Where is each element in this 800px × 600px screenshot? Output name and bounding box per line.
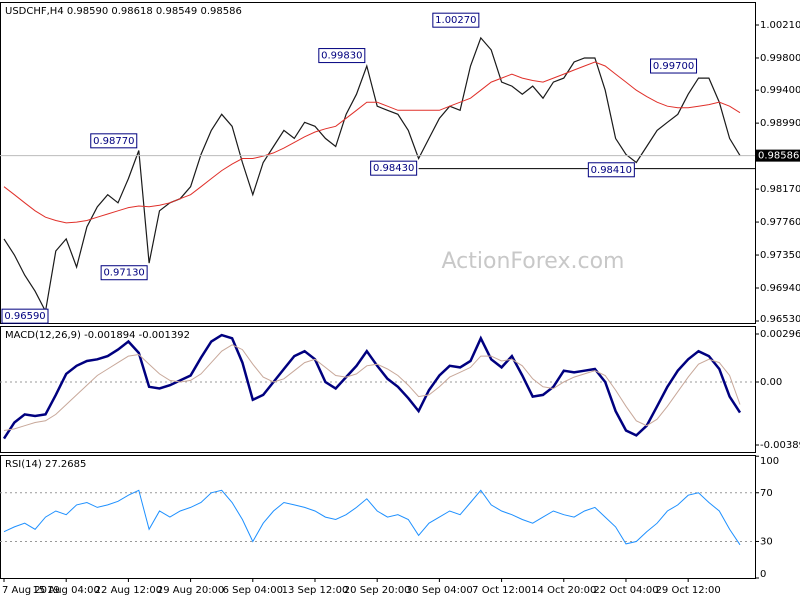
x-tick-label: 22 Oct 04:00 bbox=[593, 585, 658, 596]
annotation-box bbox=[318, 48, 366, 64]
y-tick-label: 0.96530 bbox=[760, 314, 800, 325]
annotation-label: 0.99830 bbox=[321, 51, 362, 62]
annotation-label: 0.96590 bbox=[4, 311, 45, 322]
panel-frame bbox=[0, 326, 756, 453]
y-tick-label: 100 bbox=[760, 456, 779, 467]
y-tick-label: 0.98170 bbox=[760, 184, 800, 195]
panel-title: RSI(14) 27.2685 bbox=[5, 459, 86, 470]
x-tick-label: 7 Oct 12:00 bbox=[472, 585, 531, 596]
y-tick-label: 0.97760 bbox=[760, 217, 800, 228]
panel-frame bbox=[0, 455, 756, 579]
y-tick-label: 0.97350 bbox=[760, 250, 800, 261]
annotation-label: 0.98410 bbox=[591, 165, 632, 176]
x-tick-label: 15 Aug 04:00 bbox=[32, 585, 99, 596]
x-tick-label: 6 Sep 04:00 bbox=[223, 585, 283, 596]
annotation-box bbox=[650, 58, 698, 74]
y-tick-label: 1.00210 bbox=[760, 20, 800, 31]
x-tick-label: 29 Oct 12:00 bbox=[656, 585, 721, 596]
x-tick-label: 22 Aug 12:00 bbox=[95, 585, 162, 596]
y-tick-label: 0.99400 bbox=[760, 85, 800, 96]
y-tick-label: 0.98990 bbox=[760, 118, 800, 129]
annotation-label: 0.98770 bbox=[93, 136, 134, 147]
panel-frame bbox=[0, 2, 756, 324]
y-tick-label: 70 bbox=[760, 488, 773, 499]
x-tick-label: 30 Sep 04:00 bbox=[406, 585, 473, 596]
y-tick-label: 0.002966 bbox=[760, 329, 800, 340]
x-tick-label: 7 Aug 2019 bbox=[2, 585, 60, 596]
annotation-box bbox=[587, 162, 635, 178]
annotation-box bbox=[100, 265, 148, 281]
x-tick-label: 14 Oct 20:00 bbox=[531, 585, 596, 596]
y-tick-label: 0.99800 bbox=[760, 53, 800, 64]
watermark: ActionForex.com bbox=[442, 249, 625, 274]
y-tick-label: -0.003893 bbox=[760, 440, 800, 451]
panel-title: USDCHF,H4 0.98590 0.98618 0.98549 0.9858… bbox=[5, 6, 242, 17]
annotation-label: 0.98430 bbox=[373, 163, 414, 174]
last-price-label: 0.98586 bbox=[758, 151, 799, 162]
series-line bbox=[3, 344, 741, 431]
y-tick-label: 0.00 bbox=[760, 377, 782, 388]
series-line bbox=[3, 489, 741, 546]
y-tick-label: 30 bbox=[760, 536, 773, 547]
annotation-label: 0.97130 bbox=[103, 268, 144, 279]
series-line bbox=[3, 36, 741, 314]
panel-title: MACD(12,26,9) -0.001894 -0.001392 bbox=[5, 330, 190, 341]
x-tick-label: 29 Aug 20:00 bbox=[157, 585, 224, 596]
series-line bbox=[2, 333, 742, 440]
x-tick-label: 13 Sep 12:00 bbox=[282, 585, 349, 596]
annotation-box bbox=[432, 12, 480, 28]
annotation-label: 1.00270 bbox=[435, 15, 476, 26]
annotation-box bbox=[1, 308, 49, 324]
annotation-label: 0.99700 bbox=[653, 61, 694, 72]
series-line bbox=[3, 61, 741, 224]
annotation-box bbox=[370, 160, 418, 176]
x-tick-label: 20 Sep 20:00 bbox=[344, 585, 411, 596]
last-price-box bbox=[756, 149, 800, 162]
annotation-box bbox=[90, 133, 138, 149]
y-tick-label: 0 bbox=[760, 569, 766, 580]
y-tick-label: 0.96940 bbox=[760, 283, 800, 294]
